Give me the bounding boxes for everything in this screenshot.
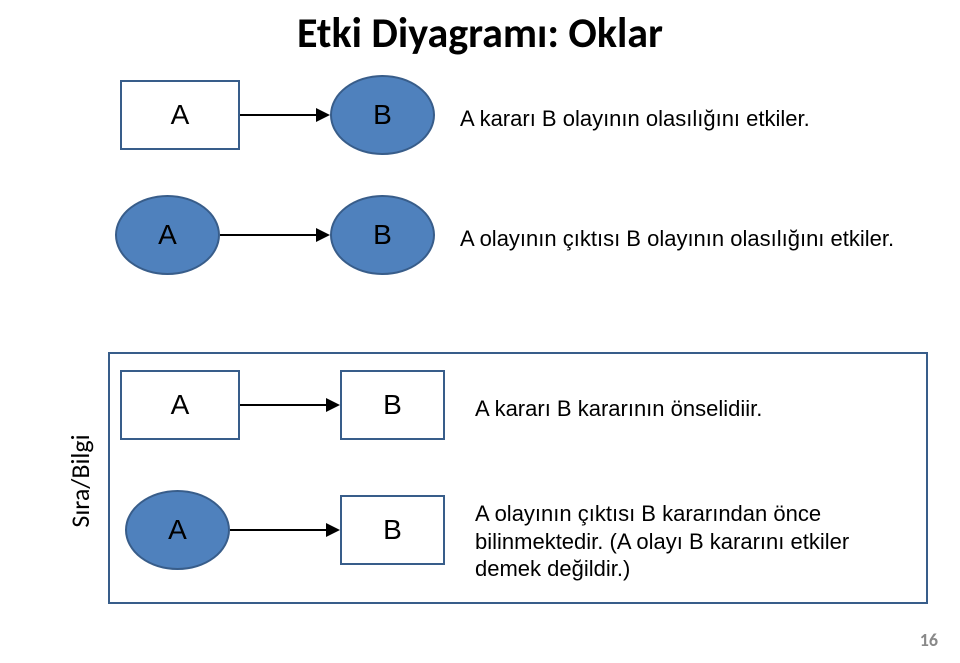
row3-node-a-label: A [171, 389, 190, 421]
row3-node-b: B [340, 370, 445, 440]
row1-desc: A kararı B olayının olasılığını etkiler. [460, 105, 930, 133]
row4-node-b-label: B [383, 514, 402, 546]
row1-arrow [240, 105, 330, 125]
row1-node-a-label: A [171, 99, 190, 131]
row4-node-a: A [125, 490, 230, 570]
row2-arrow [220, 225, 330, 245]
row4-desc: A olayının çıktısı B kararından önce bil… [475, 500, 915, 583]
row2-desc: A olayının çıktısı B olayının olasılığın… [460, 225, 940, 253]
row1-node-b: B [330, 75, 435, 155]
row2-node-a-label: A [158, 219, 177, 251]
row3-node-a: A [120, 370, 240, 440]
row3-desc: A kararı B kararının önselidiir. [475, 395, 915, 423]
page-title: Etki Diyagramı: Oklar [0, 8, 960, 59]
row2-node-a: A [115, 195, 220, 275]
sidebar-label: Sıra/Bilgi [64, 421, 96, 541]
row3-node-b-label: B [383, 389, 402, 421]
row3-arrow [240, 395, 340, 415]
row4-node-a-label: A [168, 514, 187, 546]
page-number: 16 [920, 629, 938, 651]
row4-arrow [230, 520, 340, 540]
row2-node-b-label: B [373, 219, 392, 251]
row2-node-b: B [330, 195, 435, 275]
row1-node-b-label: B [373, 99, 392, 131]
row4-node-b: B [340, 495, 445, 565]
row1-node-a: A [120, 80, 240, 150]
